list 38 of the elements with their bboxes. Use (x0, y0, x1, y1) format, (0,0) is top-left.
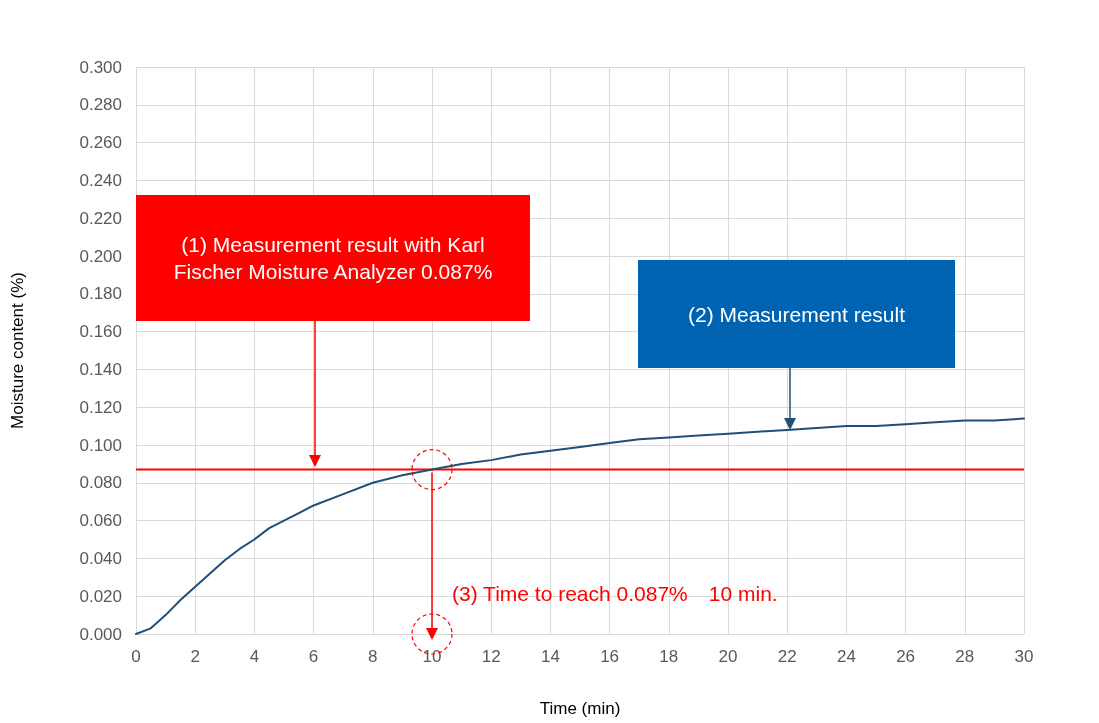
callout-box: (2) Measurement result (638, 260, 955, 368)
y-tick-label: 0.280 (79, 95, 122, 115)
y-tick-label: 0.040 (79, 548, 122, 568)
y-tick-label: 0.180 (79, 284, 122, 304)
x-tick-label: 14 (540, 647, 560, 666)
y-tick-label: 0.140 (79, 359, 122, 379)
x-tick-label: 20 (718, 647, 738, 666)
x-tick-label: 30 (1014, 647, 1034, 666)
x-tick-label: 0 (131, 647, 141, 666)
y-tick-label: 0.020 (79, 586, 122, 606)
x-tick-label: 10 (422, 647, 442, 666)
x-tick-label: 6 (308, 647, 319, 666)
y-tick-label: 0.240 (79, 170, 122, 190)
y-tick-label: 0.260 (79, 133, 122, 153)
line-series (135, 417, 1025, 635)
y-tick-label: 0.000 (79, 624, 122, 644)
y-tick-label: 0.120 (79, 397, 122, 417)
y-tick-label: 0.300 (79, 57, 122, 77)
y-tick-label: 0.160 (79, 322, 122, 342)
x-tick-label: 8 (368, 647, 378, 666)
x-axis-title: Time (min) (539, 699, 621, 718)
y-axis-title: Moisture content (%) (8, 272, 27, 429)
x-tick-label: 2 (190, 647, 200, 666)
y-tick-label: 0.060 (79, 511, 122, 531)
y-tick-label: 0.220 (79, 208, 122, 228)
x-tick-label: 26 (896, 647, 916, 666)
x-tick-label: 22 (777, 647, 797, 666)
annotation: (3) Time to reach 0.087% 10 min. (452, 581, 778, 607)
callout-box: (1) Measurement result with Karl Fischer Moisture Analyzer 0.087% (136, 195, 530, 321)
y-tick-label: 0.200 (79, 246, 122, 266)
x-tick-label: 28 (955, 647, 975, 666)
x-tick-label: 18 (659, 647, 679, 666)
y-tick-label: 0.080 (79, 473, 122, 493)
x-tick-label: 4 (249, 647, 260, 666)
x-tick-label: 24 (836, 647, 856, 666)
y-tick-label: 0.100 (79, 435, 122, 455)
x-tick-label: 16 (600, 647, 620, 666)
x-tick-label: 12 (481, 647, 501, 666)
